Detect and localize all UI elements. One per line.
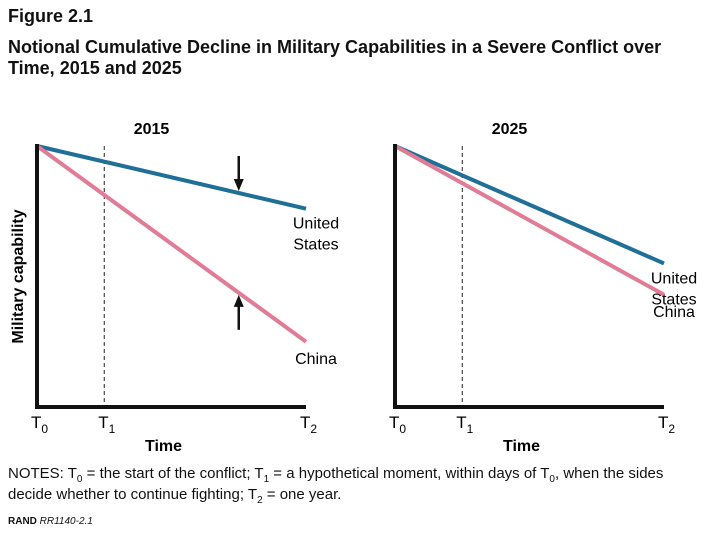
x-tick-label: T2 (658, 413, 675, 436)
y-axis-label: Military capability (10, 209, 27, 343)
panel-title: 2015 (134, 121, 170, 138)
x-tick-label: T1 (98, 413, 115, 436)
series-label: United (293, 216, 339, 233)
arrow-up-icon (233, 294, 244, 307)
arrow-down-icon (233, 178, 244, 191)
series-label: United (651, 270, 697, 287)
x-axis-label: Time (145, 438, 182, 455)
notes: NOTES: T0 = the start of the conflict; T… (8, 465, 664, 506)
series-label: China (653, 304, 695, 321)
x-tick-label: T0 (31, 413, 48, 436)
series-label: States (293, 237, 338, 254)
axes (393, 144, 664, 409)
x-tick-label: T0 (389, 413, 406, 436)
series-line-china (35, 144, 308, 344)
series-label: China (295, 351, 337, 368)
figure-title: Notional Cumulative Decline in Military … (8, 37, 662, 78)
figure-label: Figure 2.1 (8, 6, 94, 26)
axes (35, 144, 306, 409)
x-axis-label: Time (503, 438, 540, 455)
x-tick-label: T1 (456, 413, 473, 436)
source-credit: RAND RR1140-2.1 (8, 516, 93, 527)
x-tick-label: T2 (300, 413, 317, 436)
series-line-china (394, 144, 665, 297)
series-line-us (394, 144, 665, 266)
series-line-us (36, 144, 307, 211)
panel-title: 2025 (492, 121, 528, 138)
